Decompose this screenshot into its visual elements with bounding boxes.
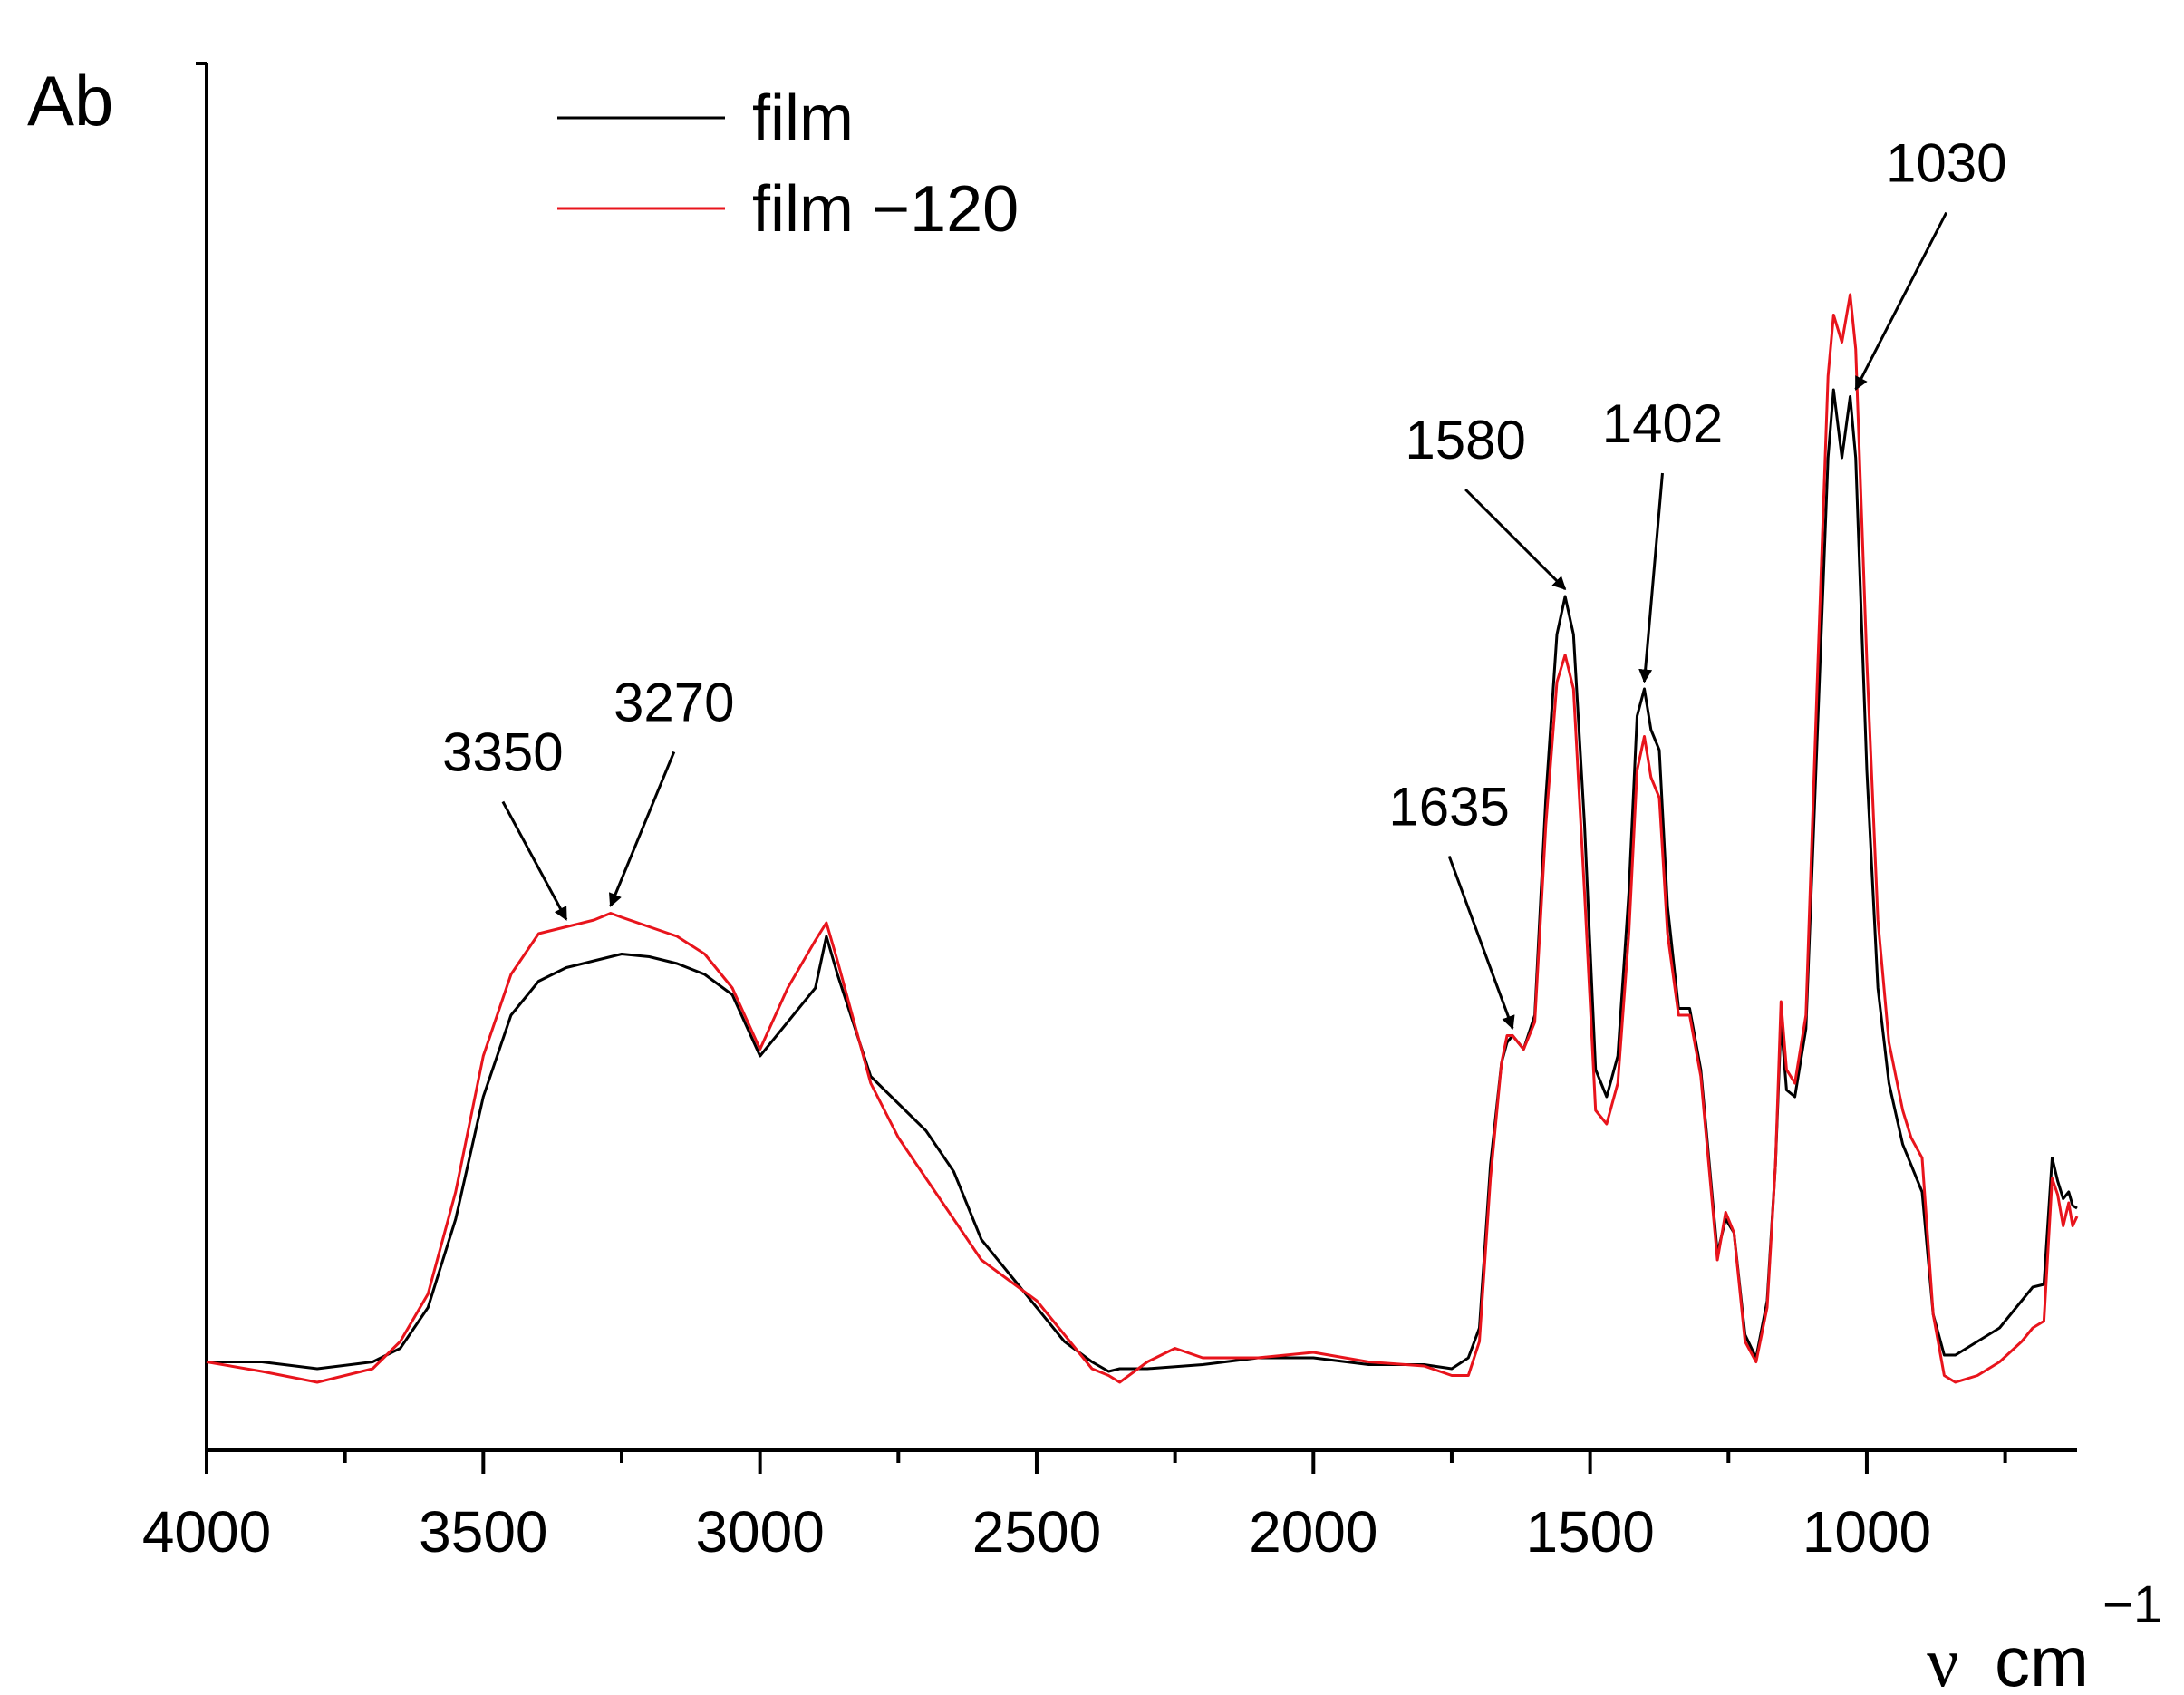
annotation-arrow — [1638, 472, 1664, 683]
peak-annotations: 3350 3270 1635 1580 1402 1030 — [442, 133, 2006, 1030]
annotation-arrow — [1464, 488, 1567, 591]
annotation-label: 1580 — [1405, 410, 1525, 470]
x-axis-unit: cm — [1995, 1622, 2089, 1695]
annotation-label: 3270 — [614, 673, 734, 733]
y-axis-label: Ab — [27, 61, 113, 140]
annotation-label: 1030 — [1886, 133, 2006, 194]
x-tick-label: 2000 — [1249, 1499, 1377, 1564]
x-tick-label: 2500 — [972, 1499, 1101, 1564]
series-line-film-120 — [206, 293, 2079, 1384]
axes: 4000 3500 3000 2500 2000 1500 1000 — [142, 62, 2077, 1564]
annotation-label: 1402 — [1602, 393, 1723, 454]
x-tick-label: 1000 — [1802, 1499, 1931, 1564]
legend: film film −120 — [557, 82, 1019, 246]
x-axis-exponent: −1 — [2102, 1575, 2162, 1634]
x-tick-label: 3500 — [419, 1499, 547, 1564]
annotation-label: 3350 — [442, 722, 563, 783]
annotation-arrow — [501, 800, 568, 921]
legend-label: film — [752, 82, 854, 155]
x-axis-symbol: ν — [1927, 1622, 1958, 1695]
annotation-arrow — [608, 751, 676, 907]
series-line-film — [207, 388, 2078, 1373]
annotation-arrow — [1854, 211, 1948, 391]
x-tick-label: 3000 — [695, 1499, 824, 1564]
legend-label: film −120 — [752, 173, 1019, 246]
x-tick-label: 1500 — [1525, 1499, 1654, 1564]
x-tick-label: 4000 — [142, 1499, 271, 1564]
axis-labels: Ab ν cm −1 — [27, 61, 2162, 1695]
annotation-label: 1635 — [1388, 777, 1509, 838]
series-lines — [206, 293, 2079, 1384]
x-axis-label: ν cm — [1927, 1622, 2089, 1695]
annotation-arrow — [1447, 855, 1515, 1030]
